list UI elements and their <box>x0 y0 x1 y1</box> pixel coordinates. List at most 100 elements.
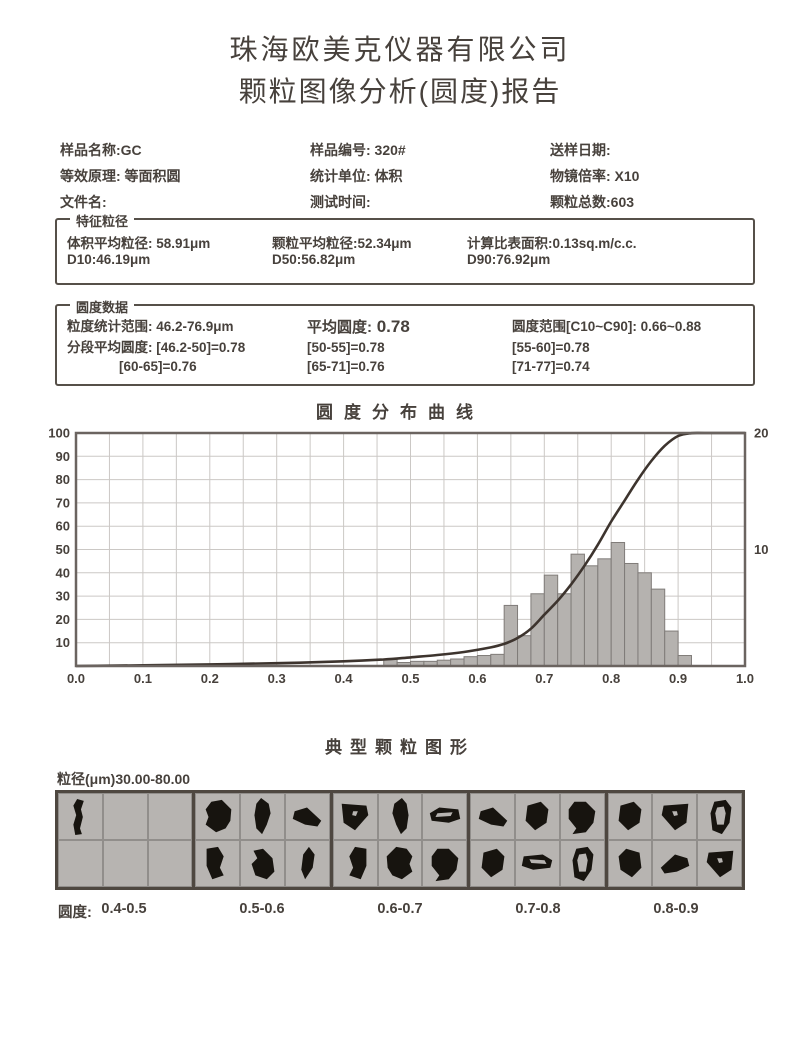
particle-cell <box>332 793 378 840</box>
roundness-row: [60-65]=0.76 [65-71]=0.76 [71-77]=0.74 <box>57 357 753 376</box>
left-axis-tick-label: 80 <box>56 472 70 487</box>
particle-cell <box>285 793 330 840</box>
particle-cell <box>470 840 516 887</box>
statistic-unit-field: 统计单位: 体积 <box>310 166 550 186</box>
particle-image <box>73 798 85 835</box>
x-axis-tick-label: 0.2 <box>201 671 219 686</box>
particle-cell <box>652 793 698 840</box>
particle-cell <box>422 840 468 887</box>
particle-image <box>568 801 596 834</box>
segment-roundness-1: [50-55]=0.78 <box>307 340 385 355</box>
mean-label: 平均圆度: <box>307 319 372 336</box>
left-axis-tick-label: 100 <box>48 426 70 441</box>
cumulative-curve <box>75 431 745 668</box>
histogram-bar <box>530 593 545 667</box>
field-value: 体积 <box>370 168 403 184</box>
histogram-bar <box>543 574 559 667</box>
particle-cell <box>470 793 516 840</box>
feature-size-row: D10:46.19μm D50:56.82μm D90:76.92μm <box>57 252 753 267</box>
field-label: 等效原理: <box>60 168 121 184</box>
particle-cell <box>559 793 605 840</box>
roundness-legend: 圆度数据 <box>70 297 135 316</box>
sample-name-field: 样品名称:GC <box>60 140 310 160</box>
particle-image <box>710 799 732 834</box>
x-axis-tick-label: 0.1 <box>134 671 152 686</box>
particle-cell <box>422 793 468 840</box>
segment-roundness-0: 分段平均圆度: [46.2-50]=0.78 <box>67 340 246 355</box>
left-axis-tick-label: 70 <box>56 495 70 510</box>
feature-size-legend: 特征粒径 <box>70 211 135 230</box>
x-axis-tick-label: 0.0 <box>67 671 85 686</box>
histogram-bar <box>490 653 505 667</box>
particle-image <box>251 848 274 879</box>
band-label: 圆度范围[C10~C90]: <box>512 319 637 334</box>
histogram-bar <box>463 656 478 667</box>
left-axis-tick-label: 40 <box>56 565 70 580</box>
particle-mean-size: 颗粒平均粒径:52.34μm <box>272 236 412 251</box>
x-axis-tick-label: 0.4 <box>335 671 354 686</box>
particle-image <box>429 807 460 823</box>
x-axis-tick-label: 0.9 <box>669 671 687 686</box>
particle-cell <box>147 840 193 887</box>
particle-grid <box>55 790 745 890</box>
roundness-distribution-chart: 100 90 80 70 60 50 40 30 20 10 20 10 0.0 0.1 0.2 0.3 0.4… <box>48 426 768 687</box>
roundness-row: 分段平均圆度: [46.2-50]=0.78 [50-55]=0.78 [55-… <box>57 338 753 357</box>
field-label: 文件名: <box>60 194 107 210</box>
x-axis-tick-label: 0.7 <box>535 671 553 686</box>
histogram-bar <box>503 604 519 667</box>
company-title: 珠海欧美克仪器有限公司 <box>229 34 571 65</box>
test-time-field: 测试时间: <box>310 192 550 212</box>
equivalence-principle-field: 等效原理: 等面积圆 <box>60 166 310 186</box>
particle-group-0.4-0.5 <box>58 793 193 887</box>
left-axis-tick-label: 20 <box>56 612 70 627</box>
particle-cell <box>652 840 698 887</box>
particle-cell <box>195 793 241 840</box>
particle-image <box>572 846 594 881</box>
particle-image <box>618 848 642 877</box>
particle-image <box>526 801 549 830</box>
field-label: 样品编号: <box>310 142 371 158</box>
plot-frame <box>74 431 747 668</box>
segment-roundness-5: [71-77]=0.74 <box>512 359 590 374</box>
particle-image <box>254 797 271 834</box>
range-label: 粒度统计范围: <box>67 319 153 334</box>
right-axis-tick-label: 10 <box>754 542 768 557</box>
particles-section-title: 典型颗粒图形 <box>325 738 475 757</box>
roundness-band: 圆度范围[C10~C90]: 0.66~0.88 <box>512 317 753 338</box>
left-axis-tick-label: 30 <box>56 589 70 604</box>
x-axis-tick-label: 0.8 <box>602 671 620 686</box>
field-label: 统计单位: <box>310 168 371 184</box>
particle-image <box>431 848 459 881</box>
mean-value: 0.78 <box>372 317 410 336</box>
histogram-bar <box>637 572 652 667</box>
sample-number-field: 样品编号: 320# <box>310 140 550 160</box>
particle-cell <box>332 840 378 887</box>
particle-image <box>481 848 505 877</box>
particle-cell <box>58 793 103 840</box>
histogram-bar <box>517 635 532 667</box>
report-title: 颗粒图像分析(圆度)报告 <box>238 76 562 107</box>
histogram-bar <box>583 565 599 667</box>
x-axis-tick-label: 0.3 <box>268 671 286 686</box>
particle-group-0.6-0.7 <box>329 793 468 887</box>
d10-value: D10:46.19μm <box>67 252 151 267</box>
d50-value: D50:56.82μm <box>272 252 356 267</box>
x-axis-tick-label: 0.5 <box>401 671 419 686</box>
d90-value: D90:76.92μm <box>467 252 551 267</box>
roundness-range-label: 0.8-0.9 <box>653 901 699 917</box>
feature-size-box: 特征粒径 体积平均粒径: 58.91μm 颗粒平均粒径:52.34μm 计算比表… <box>55 211 755 285</box>
particle-image <box>206 846 224 879</box>
roundness-group-labels: 圆度: 0.4-0.5 0.5-0.6 0.6-0.7 0.7-0.8 0.8-… <box>0 901 800 921</box>
particle-cell <box>195 840 241 887</box>
particle-cell <box>240 793 285 840</box>
particle-cell <box>147 793 193 840</box>
particle-image <box>205 799 232 832</box>
particle-cell <box>58 840 103 887</box>
particle-group-0.5-0.6 <box>192 793 330 887</box>
particle-cell <box>515 840 560 887</box>
specific-surface-area: 计算比表面积:0.13sq.m/c.c. <box>467 236 637 251</box>
chart-title: 圆度分布曲线 <box>316 403 484 422</box>
segment-roundness-3: [60-65]=0.76 <box>119 359 197 374</box>
field-value: X10 <box>610 168 640 184</box>
